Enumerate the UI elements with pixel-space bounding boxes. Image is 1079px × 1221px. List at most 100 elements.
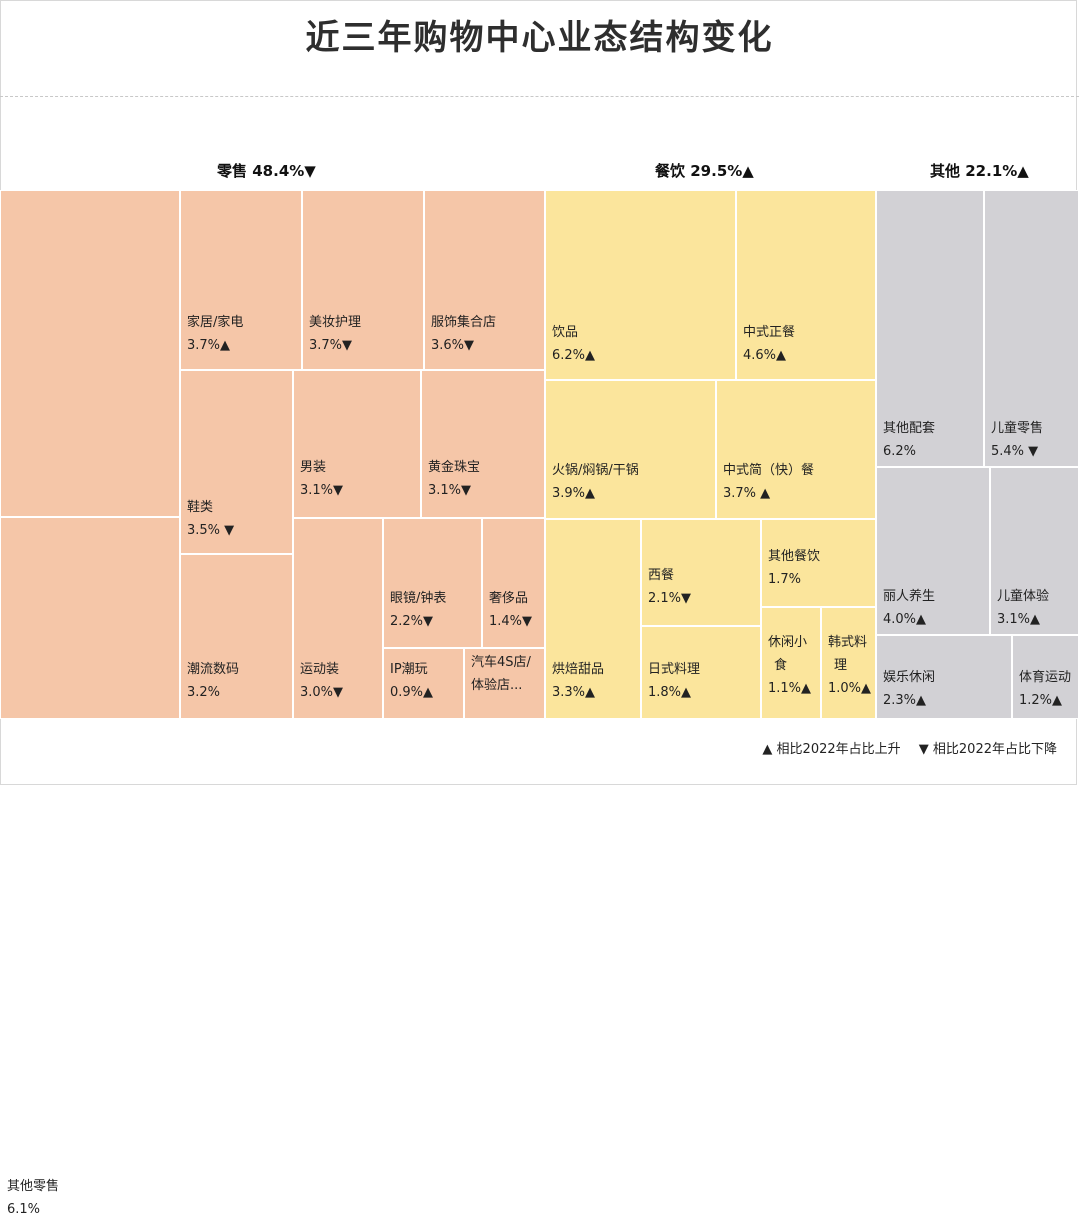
cell-label: 儿童零售 5.4% ▼	[991, 417, 1043, 463]
cell-label: 西餐 2.1%▼	[648, 564, 691, 610]
treemap-cell: 西餐 2.1%▼	[641, 519, 761, 626]
cell-label: 男装 3.1%▼	[300, 456, 343, 502]
cell-name: IP潮玩	[390, 662, 428, 677]
cell-name: 烘焙甜品	[552, 662, 605, 677]
cell-label: 服饰集合店 3.6%▼	[431, 311, 496, 357]
cell-name: 饮品	[552, 325, 579, 340]
cell-label: IP潮玩 0.9%▲	[390, 658, 433, 704]
treemap-cell: 男装 3.1%▼	[293, 370, 421, 518]
treemap-cell: 韩式料理 1.0%▲	[821, 607, 876, 719]
cell-name: 眼镜/钟表	[390, 591, 447, 606]
legend: ▲ 相比2022年占比上升 ▼ 相比2022年占比下降	[748, 738, 1057, 757]
cell-value: 2.3%▲	[883, 693, 927, 708]
cell-name: 娱乐休闲	[883, 670, 936, 685]
cell-label: 烘焙甜品 3.3%▲	[552, 658, 604, 704]
treemap-cell: 饮品 6.2%▲	[545, 190, 736, 380]
cell-value: 2.1%▼	[648, 591, 692, 606]
cell-name: 鞋类	[187, 500, 214, 515]
treemap-cell: 儿童零售 5.4% ▼	[984, 190, 1079, 467]
treemap-cell: 烘焙甜品 3.3%▲	[545, 519, 641, 719]
treemap-cell: IP潮玩 0.9%▲	[383, 648, 464, 719]
cell-value: 4.6%▲	[743, 348, 787, 363]
treemap: 女装9.9%▼ 其他零售 6.1% 家居/家电 3.7%▲ 美妆护理 3.7%▼ 服饰集合店 3…	[0, 190, 1079, 1217]
cell-value: 3.1%▼	[428, 483, 472, 498]
treemap-cell: 其他餐饮 1.7%	[761, 519, 876, 607]
cell-value: 6.1%	[7, 1202, 41, 1217]
treemap-cell: 中式简（快）餐 3.7% ▲	[716, 380, 876, 519]
cell-name: 休闲小	[768, 635, 808, 650]
cell-label: 日式料理 1.8%▲	[648, 658, 700, 704]
cell-name: 男装	[300, 460, 327, 475]
treemap-cell: 奢侈品 1.4%▼	[482, 518, 545, 648]
cell-name: 儿童零售	[991, 421, 1044, 436]
cell-label: 其他餐饮 1.7%	[768, 545, 820, 591]
cell-label: 潮流数码 3.2%	[187, 658, 239, 704]
cell-label: 美妆护理 3.7%▼	[309, 311, 361, 357]
treemap-cell: 其他零售 6.1%	[0, 517, 180, 1217]
group-label-retail-value: 48.4%▼	[252, 162, 316, 180]
cell-name-line2: 理	[834, 658, 848, 673]
group-label-other-value: 22.1%▲	[965, 162, 1029, 180]
cell-label: 奢侈品 1.4%▼	[489, 587, 532, 633]
treemap-cell: 其他配套 6.2%	[876, 190, 984, 467]
cell-name: 火锅/焖锅/干锅	[552, 463, 639, 478]
cell-value: 6.2%▲	[552, 348, 596, 363]
cell-label: 眼镜/钟表 2.2%▼	[390, 587, 446, 633]
cell-value: 1.1%▲	[768, 681, 812, 696]
cell-label: 儿童体验 3.1%▲	[997, 585, 1049, 631]
treemap-cell: 黄金珠宝 3.1%▼	[421, 370, 545, 518]
group-label-dining-name: 餐饮	[655, 162, 686, 180]
cell-value: 4.0%▲	[883, 612, 927, 627]
cell-value: 1.4%▼	[489, 614, 533, 629]
treemap-cell: 丽人养生 4.0%▲	[876, 467, 990, 635]
cell-value: 3.9%▲	[552, 486, 596, 501]
treemap-cell: 潮流数码 3.2%	[180, 554, 293, 719]
cell-name: 美妆护理	[309, 315, 362, 330]
cell-value: 1.8%▲	[648, 685, 692, 700]
cell-name: 其他配套	[883, 421, 936, 436]
cell-name: 家居/家电	[187, 315, 244, 330]
cell-label: 体育运动 1.2%▲	[1019, 666, 1071, 712]
cell-label: 汽车4S店/体验店...	[471, 651, 531, 697]
cell-name: 服饰集合店	[431, 315, 497, 330]
cell-name: 韩式料	[828, 635, 868, 650]
cell-value: 1.7%	[768, 572, 802, 587]
cell-name: 体育运动	[1019, 670, 1072, 685]
cell-label: 中式简（快）餐 3.7% ▲	[723, 459, 814, 505]
cell-name: 日式料理	[648, 662, 701, 677]
cell-label: 中式正餐 4.6%▲	[743, 321, 795, 367]
treemap-cell: 家居/家电 3.7%▲	[180, 190, 302, 370]
group-label-dining: 餐饮 29.5%▲	[655, 160, 754, 181]
cell-name: 潮流数码	[187, 662, 240, 677]
cell-value: 3.0%▼	[300, 685, 344, 700]
cell-value: 3.7% ▲	[723, 486, 771, 501]
group-label-other: 其他 22.1%▲	[930, 160, 1029, 181]
cell-value: 3.6%▼	[431, 338, 475, 353]
cell-name: 中式简（快）餐	[723, 463, 815, 478]
cell-label: 饮品 6.2%▲	[552, 321, 595, 367]
cell-value: 1.0%▲	[828, 681, 872, 696]
treemap-cell: 服饰集合店 3.6%▼	[424, 190, 545, 370]
cell-label: 黄金珠宝 3.1%▼	[428, 456, 480, 502]
treemap-cell: 美妆护理 3.7%▼	[302, 190, 424, 370]
cell-name: 其他餐饮	[768, 549, 821, 564]
treemap-cell: 休闲小食 1.1%▲	[761, 607, 821, 719]
treemap-cell: 鞋类 3.5% ▼	[180, 370, 293, 554]
cell-label: 休闲小食 1.1%▲	[768, 631, 811, 700]
cell-label: 运动装 3.0%▼	[300, 658, 343, 704]
cell-value: 3.2%	[187, 685, 221, 700]
cell-value: 3.1%▼	[300, 483, 344, 498]
cell-label: 家居/家电 3.7%▲	[187, 311, 243, 357]
legend-up: ▲ 相比2022年占比上升	[762, 742, 901, 757]
cell-value: 3.7%▼	[309, 338, 353, 353]
cell-name-line2: 食	[774, 658, 788, 673]
group-label-retail-name: 零售	[217, 162, 248, 180]
cell-name: 丽人养生	[883, 589, 936, 604]
treemap-cell: 火锅/焖锅/干锅 3.9%▲	[545, 380, 716, 519]
cell-label: 丽人养生 4.0%▲	[883, 585, 935, 631]
group-label-retail: 零售 48.4%▼	[217, 160, 316, 181]
cell-label: 其他配套 6.2%	[883, 417, 935, 463]
title-divider	[0, 96, 1079, 97]
treemap-cell: 日式料理 1.8%▲	[641, 626, 761, 719]
treemap-cell: 眼镜/钟表 2.2%▼	[383, 518, 482, 648]
